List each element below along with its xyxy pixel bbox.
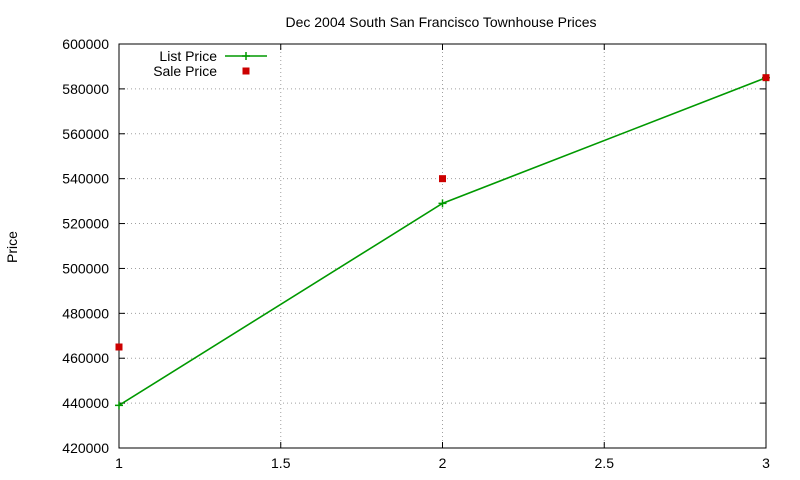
y-axis-label: Price xyxy=(4,231,20,263)
legend-marker-list-price xyxy=(242,52,250,60)
x-tick-label: 1.5 xyxy=(271,455,291,471)
legend: List Price Sale Price xyxy=(153,48,267,79)
y-tick-label: 480000 xyxy=(62,305,109,321)
y-tick-label: 500000 xyxy=(62,260,109,276)
list-price-point xyxy=(438,199,447,208)
x-tick-label: 1 xyxy=(115,455,123,471)
y-tick-label: 460000 xyxy=(62,350,109,366)
sale-price-point xyxy=(115,343,123,351)
list-price-point xyxy=(115,401,123,410)
sale-price-point xyxy=(439,175,446,183)
legend-label-list-price: List Price xyxy=(159,48,217,64)
legend-swatch-sale-price xyxy=(242,67,250,75)
series-layer xyxy=(115,73,770,410)
y-tick-label: 560000 xyxy=(62,126,109,142)
x-tick-label: 3 xyxy=(762,455,770,471)
sale-price-point xyxy=(762,74,770,82)
y-tick-label: 540000 xyxy=(62,171,109,187)
legend-label-sale-price: Sale Price xyxy=(153,63,217,79)
chart-title: Dec 2004 South San Francisco Townhouse P… xyxy=(285,14,596,30)
y-tick-label: 580000 xyxy=(62,81,109,97)
grid-layer xyxy=(119,44,766,448)
y-tick-label: 600000 xyxy=(62,36,109,52)
y-tick-label: 440000 xyxy=(62,395,109,411)
tick-layer: 420000 440000 460000 480000 500000 520000 5400… xyxy=(62,36,770,471)
x-tick-label: 2.5 xyxy=(595,455,615,471)
y-tick-label: 520000 xyxy=(62,216,109,232)
y-tick-label: 420000 xyxy=(62,440,109,456)
x-tick-label: 2 xyxy=(439,455,447,471)
